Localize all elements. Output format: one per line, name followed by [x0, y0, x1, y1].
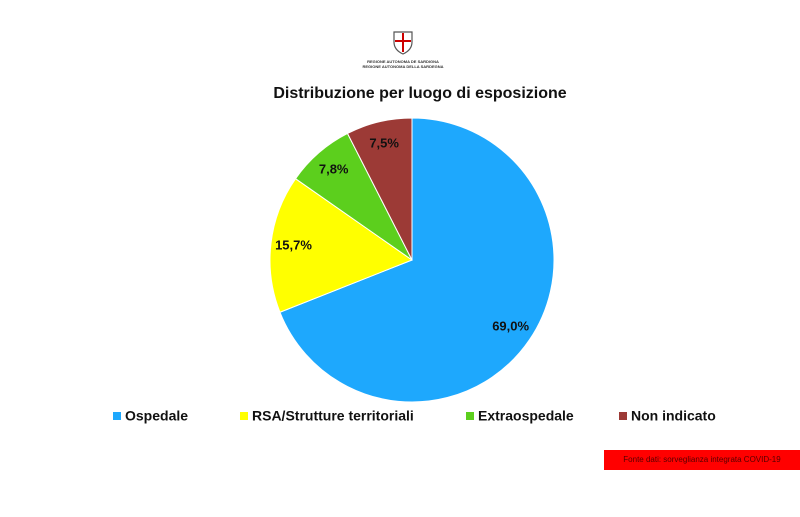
- data-label: 69,0%: [492, 318, 529, 333]
- legend-label: RSA/Strutture territoriali: [252, 408, 414, 424]
- legend-swatch: [619, 412, 627, 420]
- legend: Ospedale RSA/Strutture territoriali Extrao…: [113, 408, 716, 424]
- pie-slice: [279, 117, 555, 403]
- chart-title: Distribuzione per luogo di esposizione: [273, 85, 566, 102]
- legend-swatch: [466, 412, 474, 420]
- legend-swatch: [113, 412, 121, 420]
- pie: 69,0% 15,7% 7,8% 7,5%: [269, 117, 555, 403]
- legend-label: Extraospedale: [478, 408, 574, 424]
- data-label: 7,5%: [369, 135, 399, 150]
- source-box: [604, 450, 800, 470]
- legend-label: Ospedale: [125, 408, 188, 424]
- data-label: 15,7%: [275, 238, 312, 253]
- logo: [393, 31, 413, 55]
- pie-slice: [346, 117, 413, 261]
- legend-swatch: [240, 412, 248, 420]
- data-label: 7,8%: [319, 161, 349, 176]
- logo-line: REGIONE AUTONOMA DE SARDIGNA: [367, 59, 439, 64]
- legend-label: Non indicato: [631, 408, 716, 424]
- source-note: Fonte dati: sorveglianza integrata COVID…: [623, 455, 781, 464]
- logo-line: REGIONE AUTONOMA DELLA SARDEGNA: [362, 64, 443, 69]
- pie-slice: [269, 178, 414, 313]
